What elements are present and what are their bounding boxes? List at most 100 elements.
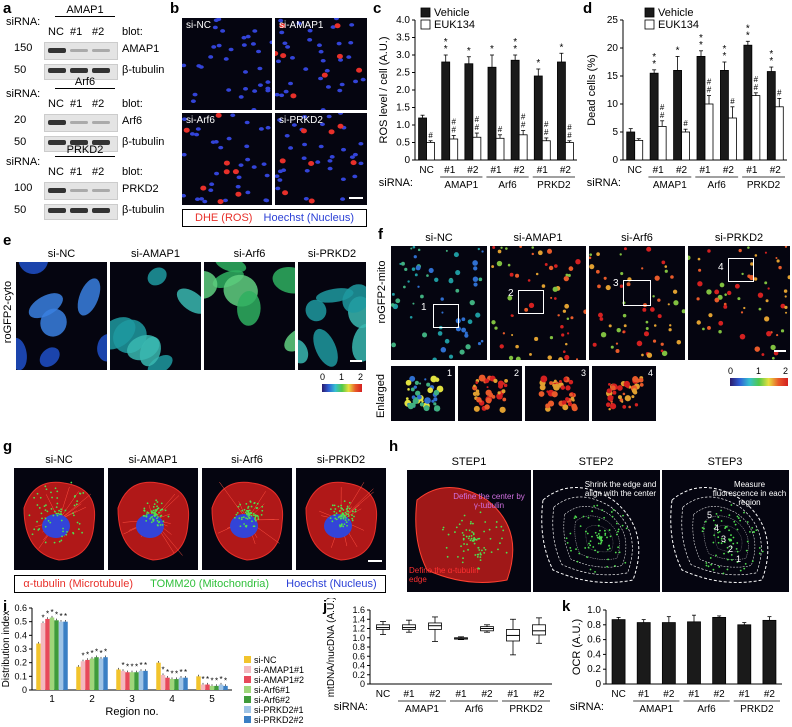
nucleus-dot	[296, 21, 302, 26]
nucleus-dot	[302, 114, 308, 119]
mitochondrion	[44, 517, 47, 520]
y-tick-label: 3.5	[396, 33, 410, 44]
enlarged-dot	[638, 377, 644, 383]
mito-dot	[497, 249, 502, 254]
mitochondrion	[599, 538, 601, 540]
mito-dot	[465, 344, 471, 350]
enlarged-dot	[612, 390, 617, 395]
significance-star: *	[166, 668, 169, 677]
mitochondrion	[54, 487, 57, 490]
mitochondrion	[73, 514, 75, 517]
mitochondrion	[730, 539, 732, 542]
mitochondrion	[45, 504, 47, 507]
image-label: si-Arf6	[186, 115, 215, 126]
mitochondrion	[594, 531, 597, 534]
lane-nc: NC	[48, 166, 64, 178]
mitochondrion	[569, 532, 572, 535]
nucleus-dot	[285, 45, 291, 49]
mitochondrion	[609, 535, 612, 538]
significance-hash: #	[754, 75, 759, 84]
sirna-target: Arf6	[55, 76, 115, 89]
lane-1: #1	[70, 98, 83, 110]
mito-dot	[785, 311, 788, 314]
enlarged-dot	[472, 391, 478, 397]
legend-swatch	[244, 716, 251, 723]
mitochondrion	[348, 501, 351, 504]
panel-j-label: j	[323, 598, 328, 615]
significance-star: *	[722, 51, 726, 62]
mitochondrion	[72, 512, 74, 515]
mito-dot	[653, 324, 657, 327]
band-kd2	[92, 49, 110, 52]
mito-dot	[422, 332, 428, 338]
bar	[98, 658, 104, 690]
nucleus-dot	[257, 83, 263, 87]
nucleus-dot	[241, 35, 247, 40]
y-tick-label: 1.0	[352, 633, 365, 643]
bar	[751, 95, 761, 161]
significance-star: *	[652, 52, 656, 63]
mitochondrion	[261, 505, 264, 508]
mitochondrion	[585, 530, 587, 533]
loading-band	[48, 140, 66, 145]
nucleus-dot	[257, 66, 263, 71]
nucleus-dot	[319, 122, 325, 127]
significance-hash: #	[567, 123, 572, 132]
nucleus-dot	[360, 77, 366, 82]
mito-dot	[412, 302, 415, 305]
mito-dot	[455, 288, 460, 293]
nucleus-dot	[241, 43, 247, 47]
lane-2: #2	[92, 26, 105, 38]
mito-dot	[766, 330, 772, 337]
mitochondrion	[710, 563, 713, 566]
significance-star: *	[699, 40, 703, 51]
y-tick-label: 0	[360, 679, 365, 689]
panel-e-label: e	[3, 232, 12, 249]
mito-dot	[747, 274, 751, 278]
mitochondrion	[46, 510, 49, 513]
enlarged-dot	[485, 389, 492, 396]
mitochondrion	[701, 530, 704, 533]
significance-hash: #	[475, 123, 480, 132]
mitochondrion	[45, 488, 48, 491]
mito-dot	[764, 281, 768, 285]
mitochondrion	[341, 507, 343, 510]
bar	[762, 619, 777, 685]
mitochondrion	[472, 522, 474, 525]
nucleus-dot	[245, 190, 251, 195]
mito-dot	[758, 307, 762, 311]
bar	[565, 142, 574, 161]
e-scale-2: 2	[358, 372, 364, 382]
ros-dot	[183, 127, 190, 133]
mito-dot	[562, 350, 566, 354]
loading-mw: 50	[14, 204, 27, 216]
ros-dot	[215, 113, 222, 118]
mitochondrion	[478, 549, 481, 551]
ros-dot	[356, 67, 363, 73]
band-nc	[48, 120, 66, 125]
bar	[49, 617, 55, 690]
mitochondrion	[146, 502, 149, 505]
mitochondrion	[333, 514, 336, 517]
blot-prefix: blot:	[122, 98, 143, 110]
mitochondrion	[616, 522, 618, 525]
nucleus	[230, 514, 258, 538]
f-title-si-arf6: si-Arf6	[621, 232, 653, 244]
mitochondrion	[240, 518, 243, 521]
nucleus-dot	[216, 43, 222, 48]
legend-swatch	[644, 19, 655, 30]
nucleus-dot	[182, 117, 187, 121]
band-kd1	[70, 121, 88, 124]
bar	[541, 140, 551, 161]
ros-dot	[282, 190, 289, 196]
x-tick-label: #2	[481, 689, 493, 700]
nucleus-dot	[244, 120, 250, 125]
mitochondrion	[81, 531, 84, 534]
mito-dot	[583, 309, 586, 315]
sirna-prefix: siRNA:	[6, 16, 41, 28]
mitochondrion	[50, 508, 53, 510]
enlarged-dot	[610, 385, 616, 391]
enlarged-dot	[565, 385, 571, 391]
mito-dot	[589, 256, 592, 260]
step1-image: Define the center by γ-tubulin Define th…	[407, 470, 531, 592]
